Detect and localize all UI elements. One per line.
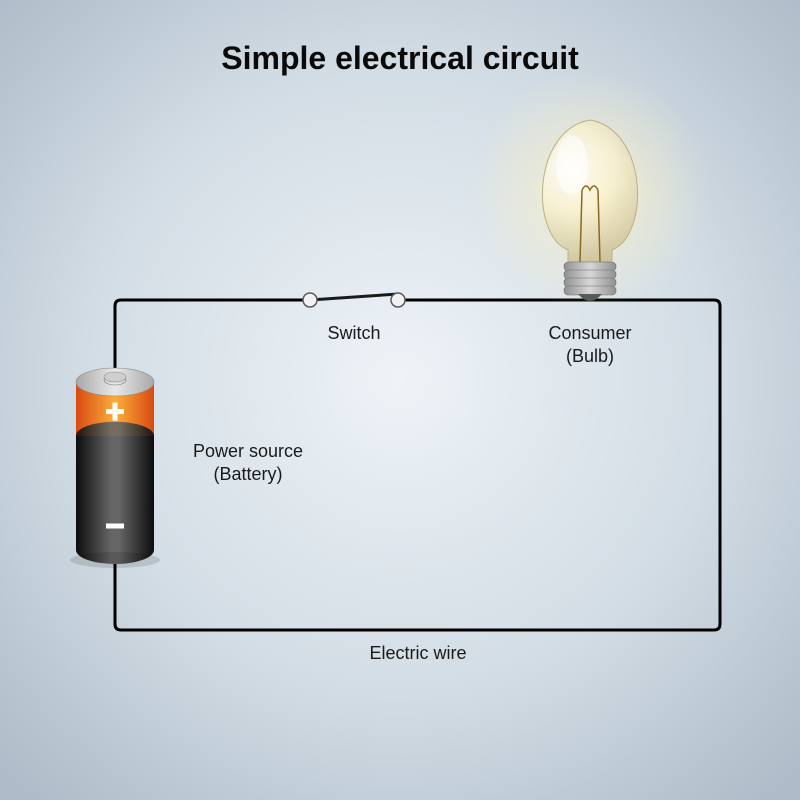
consumer-label: Consumer (Bulb): [470, 322, 710, 367]
light-bulb-icon: [470, 70, 710, 310]
diagram-title: Simple electrical circuit: [0, 38, 800, 78]
switch-label: Switch: [234, 322, 474, 345]
power-source-label: Power source (Battery): [128, 440, 368, 485]
electric-wire-label: Electric wire: [298, 642, 538, 665]
